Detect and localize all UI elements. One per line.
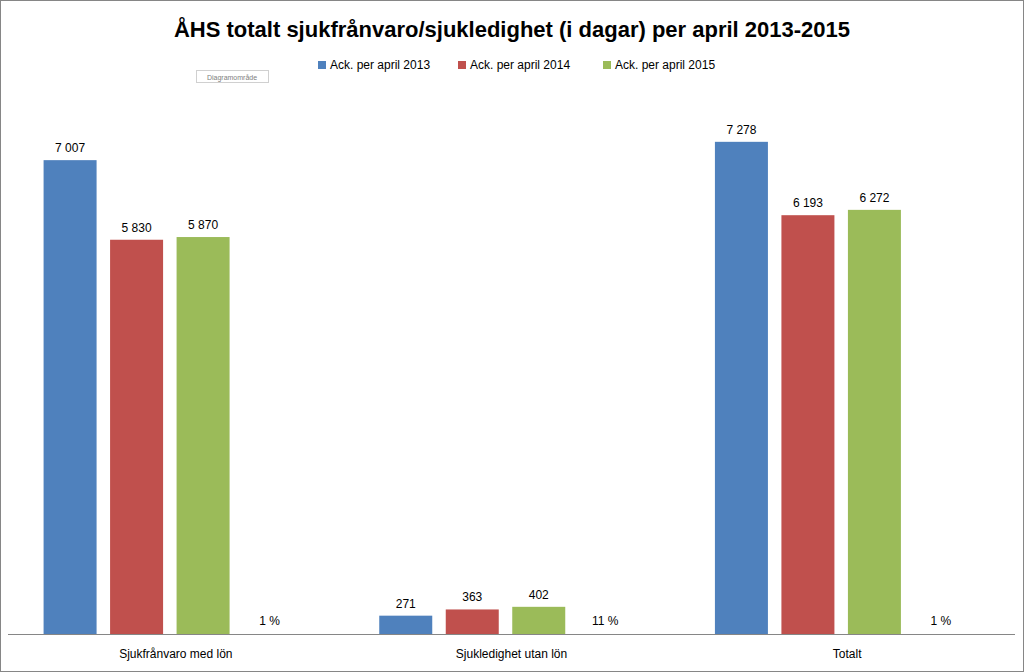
legend-label: Ack. per april 2014 — [470, 58, 570, 72]
bar — [848, 210, 901, 634]
data-label: 7 007 — [55, 141, 85, 155]
legend-swatch — [318, 61, 326, 69]
bars — [44, 142, 901, 634]
change-label: 1 % — [259, 614, 280, 628]
data-label: 7 278 — [726, 123, 756, 137]
x-tick-label: Totalt — [833, 647, 862, 661]
legend-swatch — [603, 61, 611, 69]
bar — [715, 142, 768, 634]
bar — [44, 160, 97, 634]
data-label: 6 272 — [859, 191, 889, 205]
annotation-text: Diagramområde — [207, 74, 257, 82]
legend: Ack. per april 2013 Ack. per april 2014 Ac… — [318, 58, 715, 72]
bar — [110, 240, 163, 634]
data-label: 271 — [396, 597, 416, 611]
chart-root: ÅHS totalt sjukfrånvaro/sjukledighet (i … — [0, 0, 1024, 672]
annotation-box — [197, 71, 269, 83]
change-label: 11 % — [592, 614, 619, 628]
legend-swatch — [458, 61, 466, 69]
bar — [781, 215, 834, 634]
title: ÅHS totalt sjukfrånvaro/sjukledighet (i … — [174, 16, 850, 42]
data-label: 5 830 — [122, 221, 152, 235]
data-label: 402 — [529, 588, 549, 602]
annotation: Diagramområde — [197, 71, 269, 83]
legend-label: Ack. per april 2015 — [615, 58, 715, 72]
data-label: 5 870 — [188, 218, 218, 232]
change-label: 1 % — [931, 614, 952, 628]
bar — [379, 616, 432, 634]
x-tick-label: Sjukledighet utan lön — [456, 647, 567, 661]
x-tick-labels: Sjukfrånvaro med lön Sjukledighet utan lö… — [119, 647, 862, 661]
data-labels: 7 007 271 7 278 5 830 363 6 193 5 870 402 6 272 — [55, 123, 890, 611]
data-label: 6 193 — [793, 196, 823, 210]
x-axis — [8, 634, 1015, 635]
bar — [177, 237, 230, 634]
change-labels: 1 % 11 % 1 % — [259, 614, 951, 628]
legend-label: Ack. per april 2013 — [330, 58, 430, 72]
data-label: 363 — [462, 590, 482, 604]
chart-svg: ÅHS totalt sjukfrånvaro/sjukledighet (i … — [0, 0, 1024, 672]
bar — [512, 607, 565, 634]
x-tick-label: Sjukfrånvaro med lön — [119, 647, 232, 661]
chart-frame — [1, 1, 1024, 672]
bar — [446, 609, 499, 634]
